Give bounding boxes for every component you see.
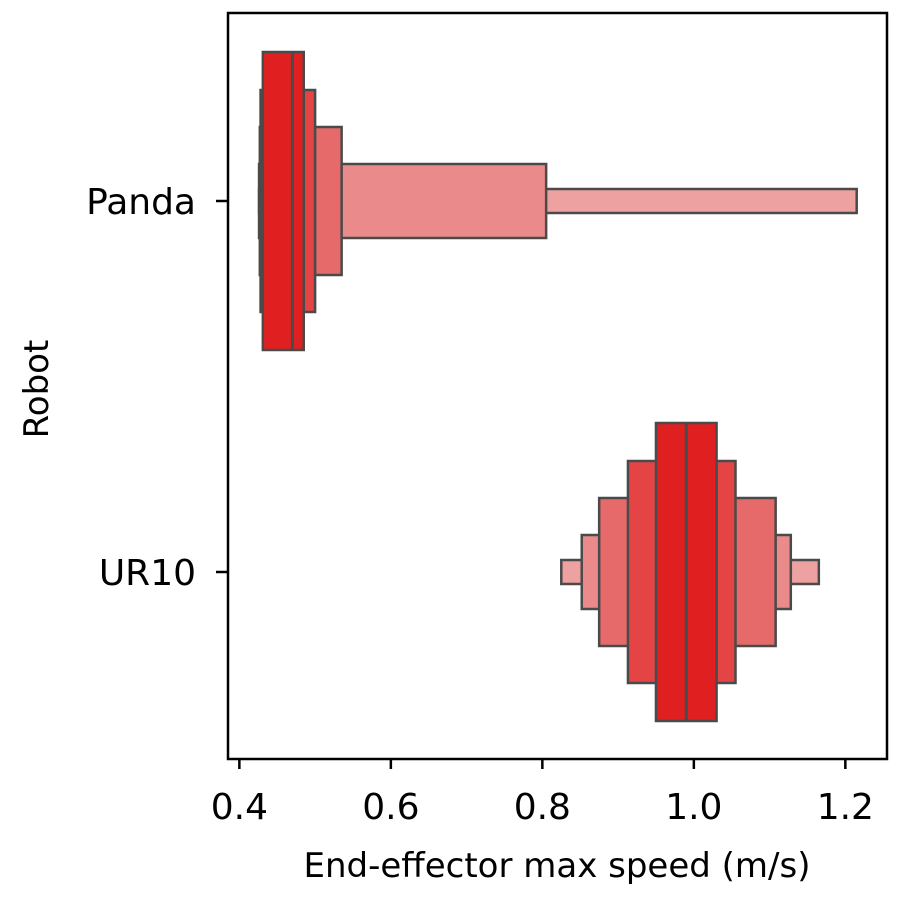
x-axis-label: End-effector max speed (m/s) [304, 846, 811, 886]
boxen-plot-boxes [257, 50, 858, 723]
box-panda-level-1 [261, 50, 305, 352]
x-axis-ticks: 0.4 0.6 0.8 1.0 1.2 [211, 759, 874, 828]
y-tick-label-panda: Panda [86, 182, 196, 223]
boxen-panda [257, 50, 858, 352]
x-tick-label: 1.2 [817, 787, 874, 828]
x-tick-label: 0.6 [362, 787, 419, 828]
x-tick-label: 0.4 [211, 787, 268, 828]
x-tick-label: 1.0 [665, 787, 722, 828]
plot-frame [226, 11, 889, 761]
y-tick-label-ur10: UR10 [99, 553, 196, 594]
boxen-ur10 [560, 421, 821, 723]
y-axis-label: Robot [17, 340, 57, 439]
y-axis-ticks: Panda UR10 [86, 182, 228, 594]
x-tick-label: 0.8 [514, 787, 571, 828]
